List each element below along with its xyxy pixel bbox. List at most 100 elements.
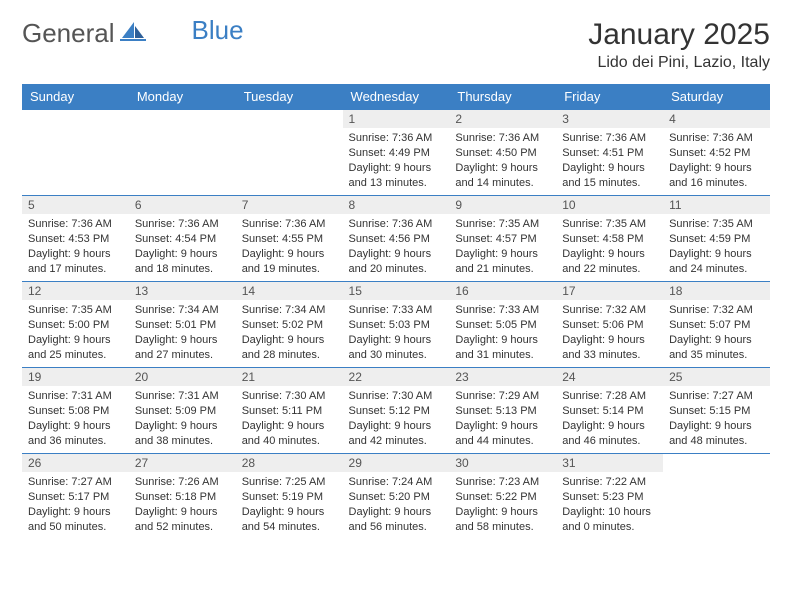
day-number: 11 (663, 196, 770, 214)
day-number: 27 (129, 454, 236, 472)
sunset-text: Sunset: 4:53 PM (28, 232, 123, 247)
sunrise-text: Sunrise: 7:36 AM (28, 217, 123, 232)
sunrise-text: Sunrise: 7:32 AM (562, 303, 657, 318)
daylight-text: Daylight: 9 hours and 48 minutes. (669, 419, 764, 449)
day-header-row: Sunday Monday Tuesday Wednesday Thursday… (22, 84, 770, 110)
sunrise-text: Sunrise: 7:35 AM (562, 217, 657, 232)
day-number: 1 (343, 110, 450, 128)
day-content: Sunrise: 7:34 AMSunset: 5:02 PMDaylight:… (236, 300, 343, 366)
day-content: Sunrise: 7:28 AMSunset: 5:14 PMDaylight:… (556, 386, 663, 452)
sunset-text: Sunset: 4:57 PM (455, 232, 550, 247)
daylight-text: Daylight: 9 hours and 50 minutes. (28, 505, 123, 535)
day-number: 10 (556, 196, 663, 214)
sunset-text: Sunset: 5:15 PM (669, 404, 764, 419)
calendar-cell: 25Sunrise: 7:27 AMSunset: 5:15 PMDayligh… (663, 368, 770, 454)
day-number: 4 (663, 110, 770, 128)
calendar-week-row: 19Sunrise: 7:31 AMSunset: 5:08 PMDayligh… (22, 368, 770, 454)
sunrise-text: Sunrise: 7:35 AM (28, 303, 123, 318)
sunset-text: Sunset: 5:03 PM (349, 318, 444, 333)
sunset-text: Sunset: 5:00 PM (28, 318, 123, 333)
sunset-text: Sunset: 5:14 PM (562, 404, 657, 419)
daylight-text: Daylight: 9 hours and 30 minutes. (349, 333, 444, 363)
sunset-text: Sunset: 5:19 PM (242, 490, 337, 505)
daylight-text: Daylight: 9 hours and 19 minutes. (242, 247, 337, 277)
daylight-text: Daylight: 9 hours and 13 minutes. (349, 161, 444, 191)
calendar-cell: 6Sunrise: 7:36 AMSunset: 4:54 PMDaylight… (129, 196, 236, 282)
sunset-text: Sunset: 5:12 PM (349, 404, 444, 419)
sunrise-text: Sunrise: 7:36 AM (669, 131, 764, 146)
daylight-text: Daylight: 9 hours and 58 minutes. (455, 505, 550, 535)
daylight-text: Daylight: 9 hours and 36 minutes. (28, 419, 123, 449)
day-number: 19 (22, 368, 129, 386)
sunrise-text: Sunrise: 7:36 AM (135, 217, 230, 232)
day-number: 3 (556, 110, 663, 128)
sunrise-text: Sunrise: 7:25 AM (242, 475, 337, 490)
calendar-cell: 28Sunrise: 7:25 AMSunset: 5:19 PMDayligh… (236, 454, 343, 540)
calendar-week-row: 1Sunrise: 7:36 AMSunset: 4:49 PMDaylight… (22, 110, 770, 196)
location-subtitle: Lido dei Pini, Lazio, Italy (588, 54, 770, 72)
calendar-cell: 3Sunrise: 7:36 AMSunset: 4:51 PMDaylight… (556, 110, 663, 196)
daylight-text: Daylight: 9 hours and 18 minutes. (135, 247, 230, 277)
calendar-cell: 10Sunrise: 7:35 AMSunset: 4:58 PMDayligh… (556, 196, 663, 282)
day-content: Sunrise: 7:35 AMSunset: 4:58 PMDaylight:… (556, 214, 663, 280)
day-number: 23 (449, 368, 556, 386)
calendar-cell (22, 110, 129, 196)
sunrise-text: Sunrise: 7:34 AM (135, 303, 230, 318)
day-content: Sunrise: 7:33 AMSunset: 5:05 PMDaylight:… (449, 300, 556, 366)
day-content: Sunrise: 7:36 AMSunset: 4:54 PMDaylight:… (129, 214, 236, 280)
day-content: Sunrise: 7:25 AMSunset: 5:19 PMDaylight:… (236, 472, 343, 538)
day-content: Sunrise: 7:23 AMSunset: 5:22 PMDaylight:… (449, 472, 556, 538)
calendar-cell: 9Sunrise: 7:35 AMSunset: 4:57 PMDaylight… (449, 196, 556, 282)
sunrise-text: Sunrise: 7:34 AM (242, 303, 337, 318)
day-content: Sunrise: 7:36 AMSunset: 4:49 PMDaylight:… (343, 128, 450, 194)
daylight-text: Daylight: 9 hours and 28 minutes. (242, 333, 337, 363)
sunset-text: Sunset: 5:09 PM (135, 404, 230, 419)
day-number: 5 (22, 196, 129, 214)
day-content (22, 128, 129, 135)
sunset-text: Sunset: 5:07 PM (669, 318, 764, 333)
sunrise-text: Sunrise: 7:29 AM (455, 389, 550, 404)
sunrise-text: Sunrise: 7:28 AM (562, 389, 657, 404)
calendar-cell: 22Sunrise: 7:30 AMSunset: 5:12 PMDayligh… (343, 368, 450, 454)
sunset-text: Sunset: 5:05 PM (455, 318, 550, 333)
sunrise-text: Sunrise: 7:24 AM (349, 475, 444, 490)
day-content (129, 128, 236, 135)
day-content: Sunrise: 7:35 AMSunset: 4:59 PMDaylight:… (663, 214, 770, 280)
day-content: Sunrise: 7:36 AMSunset: 4:53 PMDaylight:… (22, 214, 129, 280)
daylight-text: Daylight: 9 hours and 52 minutes. (135, 505, 230, 535)
daylight-text: Daylight: 9 hours and 33 minutes. (562, 333, 657, 363)
calendar-body: 1Sunrise: 7:36 AMSunset: 4:49 PMDaylight… (22, 110, 770, 540)
calendar-cell: 27Sunrise: 7:26 AMSunset: 5:18 PMDayligh… (129, 454, 236, 540)
day-content: Sunrise: 7:31 AMSunset: 5:08 PMDaylight:… (22, 386, 129, 452)
day-content: Sunrise: 7:34 AMSunset: 5:01 PMDaylight:… (129, 300, 236, 366)
day-content: Sunrise: 7:32 AMSunset: 5:07 PMDaylight:… (663, 300, 770, 366)
sunset-text: Sunset: 4:49 PM (349, 146, 444, 161)
calendar-cell: 2Sunrise: 7:36 AMSunset: 4:50 PMDaylight… (449, 110, 556, 196)
sunrise-text: Sunrise: 7:36 AM (349, 131, 444, 146)
sunset-text: Sunset: 4:58 PM (562, 232, 657, 247)
daylight-text: Daylight: 9 hours and 16 minutes. (669, 161, 764, 191)
daylight-text: Daylight: 9 hours and 24 minutes. (669, 247, 764, 277)
day-header: Sunday (22, 84, 129, 110)
day-number: 20 (129, 368, 236, 386)
calendar-week-row: 12Sunrise: 7:35 AMSunset: 5:00 PMDayligh… (22, 282, 770, 368)
sunset-text: Sunset: 5:23 PM (562, 490, 657, 505)
day-number: 26 (22, 454, 129, 472)
sunrise-text: Sunrise: 7:36 AM (455, 131, 550, 146)
calendar-cell: 17Sunrise: 7:32 AMSunset: 5:06 PMDayligh… (556, 282, 663, 368)
calendar-cell: 31Sunrise: 7:22 AMSunset: 5:23 PMDayligh… (556, 454, 663, 540)
day-content: Sunrise: 7:36 AMSunset: 4:50 PMDaylight:… (449, 128, 556, 194)
calendar-cell: 30Sunrise: 7:23 AMSunset: 5:22 PMDayligh… (449, 454, 556, 540)
calendar-cell: 23Sunrise: 7:29 AMSunset: 5:13 PMDayligh… (449, 368, 556, 454)
day-content: Sunrise: 7:36 AMSunset: 4:52 PMDaylight:… (663, 128, 770, 194)
calendar-cell: 4Sunrise: 7:36 AMSunset: 4:52 PMDaylight… (663, 110, 770, 196)
daylight-text: Daylight: 9 hours and 46 minutes. (562, 419, 657, 449)
calendar-cell (129, 110, 236, 196)
calendar-cell: 21Sunrise: 7:30 AMSunset: 5:11 PMDayligh… (236, 368, 343, 454)
calendar-cell: 20Sunrise: 7:31 AMSunset: 5:09 PMDayligh… (129, 368, 236, 454)
sunrise-text: Sunrise: 7:35 AM (455, 217, 550, 232)
day-number: 24 (556, 368, 663, 386)
day-content: Sunrise: 7:36 AMSunset: 4:51 PMDaylight:… (556, 128, 663, 194)
day-number: 28 (236, 454, 343, 472)
sunrise-text: Sunrise: 7:27 AM (28, 475, 123, 490)
